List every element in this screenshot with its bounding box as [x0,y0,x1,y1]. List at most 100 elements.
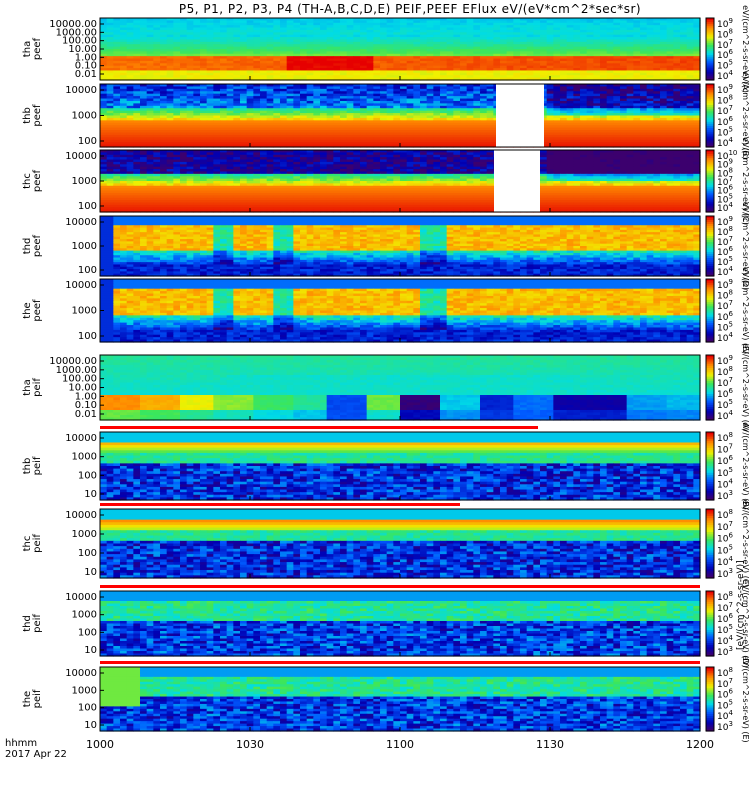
heat-cell [673,39,681,43]
heat-cell [666,41,674,45]
heat-cell [526,18,534,21]
heat-cell [400,86,408,90]
heat-cell [626,68,634,72]
heat-cell [533,53,541,57]
heat-cell [493,41,501,45]
heat-cell [373,63,381,67]
heat-cell [340,34,348,38]
heat-cell [340,29,348,33]
heat-cell [613,63,621,67]
heat-cell [540,63,548,67]
heat-cell [653,41,661,45]
heat-cell [266,22,274,26]
heat-cell [660,84,668,88]
heat-cell [573,70,581,74]
heat-cell [180,60,188,64]
heat-cell [226,72,234,76]
heat-cell [420,18,428,21]
heat-cell [506,44,514,48]
heat-cell [300,53,308,57]
heat-cell [600,63,608,67]
heat-cell [313,22,321,26]
heat-cell [300,25,308,29]
heat-cell [453,37,461,41]
colorbar-step [706,20,714,23]
heat-cell [560,51,568,55]
heat-cell [186,41,194,45]
heat-cell [200,51,208,55]
heat-cell [680,68,688,72]
heat-cell [660,56,668,60]
y-tick-label: 100 [78,136,97,147]
heat-cell [660,75,668,79]
heat-cell [386,27,394,31]
heat-cell [460,39,468,43]
heat-cell [340,32,348,36]
heat-cell [193,70,201,74]
colorbar-step [706,69,714,73]
colorbar-tick-label: 106 [717,48,733,61]
heat-cell [220,53,228,57]
heat-cell [266,41,274,45]
heat-cell [193,39,201,43]
heat-cell [420,44,428,48]
colorbar-frame [705,17,715,81]
heat-cell [333,18,341,21]
heat-cell [380,44,388,48]
heat-cell [260,41,268,45]
heat-cell [640,32,648,36]
heat-cell [580,58,588,62]
heat-cell [380,75,388,79]
heat-cell [226,51,234,55]
heat-cell [386,41,394,45]
heat-cell [180,34,188,38]
heat-cell [100,25,108,29]
heat-cell [180,27,188,31]
heat-cell [646,75,654,79]
heat-cell [240,34,248,38]
heat-cell [380,63,388,67]
heat-cell [380,53,388,57]
heat-cell [273,18,281,21]
heat-cell [406,60,414,64]
heat-cell [300,58,308,62]
heat-cell [433,22,441,26]
heat-cell [473,58,481,62]
heat-cell [186,25,194,29]
heat-cell [626,41,634,45]
heat-cell [180,29,188,33]
heat-cell [326,41,334,45]
heat-cell [186,77,194,81]
heat-cell [100,63,108,67]
heat-cell [660,25,668,29]
heat-cell [513,65,521,69]
heat-cell [620,53,628,57]
heat-cell [433,86,441,90]
heat-cell [393,60,401,64]
heat-cell [266,60,274,64]
heat-cell [300,75,308,79]
heat-cell [400,22,408,26]
heat-cell [146,22,154,26]
heat-cell [406,53,414,57]
heat-cell [533,60,541,64]
heat-cell [346,70,354,74]
heat-cell [320,51,328,55]
heat-cell [433,18,441,21]
heat-cell [620,63,628,67]
heat-cell [326,68,334,72]
heat-cell [553,46,561,50]
heat-cell [586,84,594,88]
heat-cell [580,49,588,52]
heat-cell [333,25,341,29]
heat-cell [473,70,481,74]
heat-cell [226,65,234,69]
heat-cell [133,25,141,29]
heat-cell [613,20,621,24]
heat-cell [653,70,661,74]
heat-cell [560,75,568,79]
heat-cell [426,34,434,38]
heat-cell [326,65,334,69]
heat-cell [300,20,308,24]
